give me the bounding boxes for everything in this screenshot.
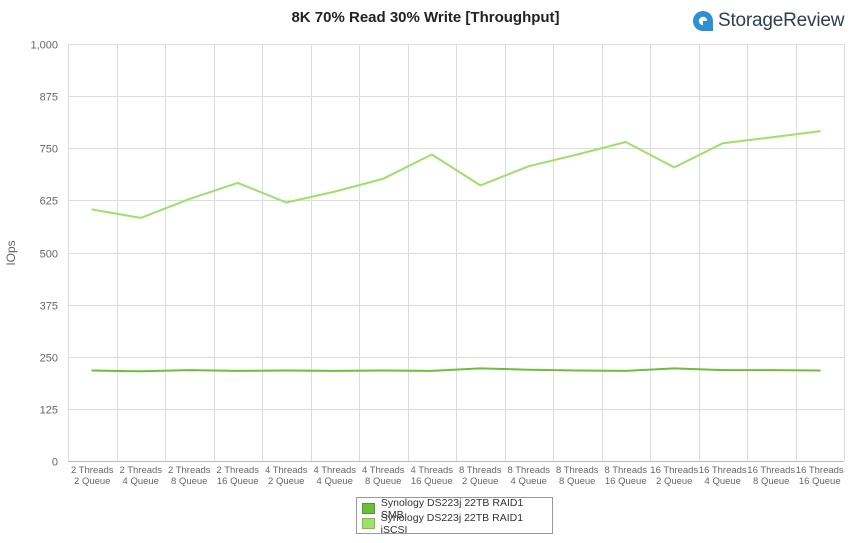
y-tick-label: 125 — [40, 405, 58, 417]
x-tick-label: 2 Threads 8 Queue — [168, 465, 211, 487]
chart-legend: Synology DS223j 22TB RAID1 SMB Synology … — [356, 497, 553, 536]
x-tick-label: 4 Threads 16 Queue — [410, 465, 453, 487]
series-line-smb[interactable] — [91, 367, 821, 373]
y-tick-label: 250 — [40, 353, 58, 365]
x-tick-label: 16 Threads 4 Queue — [699, 465, 747, 487]
y-axis-label: IOps — [4, 240, 18, 265]
x-tick-label: 16 Threads 16 Queue — [796, 465, 844, 487]
storagereview-logo[interactable]: StorageReview — [693, 9, 844, 33]
storagereview-logo-icon — [693, 11, 713, 31]
legend-item-smb[interactable]: Synology DS223j 22TB RAID1 SMB — [362, 497, 547, 521]
x-tick-label: 8 Threads 8 Queue — [556, 465, 599, 487]
series-lines — [91, 130, 821, 373]
y-tick-label: 625 — [40, 196, 58, 208]
legend-swatch-smb — [362, 503, 375, 514]
legend-item-iscsi[interactable]: Synology DS223j 22TB RAID1 iSCSI — [362, 512, 547, 536]
chart-title: 8K 70% Read 30% Write [Throughput] — [291, 9, 560, 26]
y-tick-label: 750 — [40, 144, 58, 156]
y-tick-label: 500 — [40, 249, 58, 261]
y-axis-ticks: 0 125 250 375 500 625 750 875 1,000 — [30, 40, 58, 469]
series-line-iscsi[interactable] — [91, 130, 821, 219]
x-tick-label: 16 Threads 2 Queue — [650, 465, 698, 487]
x-tick-label: 8 Threads 2 Queue — [459, 465, 502, 487]
x-tick-label: 4 Threads 4 Queue — [313, 465, 356, 487]
x-tick-label: 16 Threads 8 Queue — [747, 465, 795, 487]
logo-text: StorageReview — [718, 10, 845, 31]
x-tick-label: 8 Threads 4 Queue — [507, 465, 550, 487]
x-tick-label: 4 Threads 8 Queue — [362, 465, 405, 487]
grid — [68, 44, 845, 462]
x-tick-label: 4 Threads 2 Queue — [265, 465, 308, 487]
y-tick-label: 375 — [40, 301, 58, 313]
y-tick-label: 1,000 — [30, 40, 58, 52]
legend-label-iscsi: Synology DS223j 22TB RAID1 iSCSI — [380, 511, 524, 536]
legend-swatch-iscsi — [362, 518, 375, 529]
legend-label-smb: Synology DS223j 22TB RAID1 SMB — [380, 496, 524, 521]
x-tick-label: 2 Threads 2 Queue — [71, 465, 114, 487]
x-tick-label: 8 Threads 16 Queue — [604, 465, 647, 487]
y-tick-label: 0 — [52, 457, 58, 469]
y-tick-label: 875 — [40, 92, 58, 104]
x-tick-label: 2 Threads 16 Queue — [216, 465, 259, 487]
x-tick-label: 2 Threads 4 Queue — [119, 465, 162, 487]
